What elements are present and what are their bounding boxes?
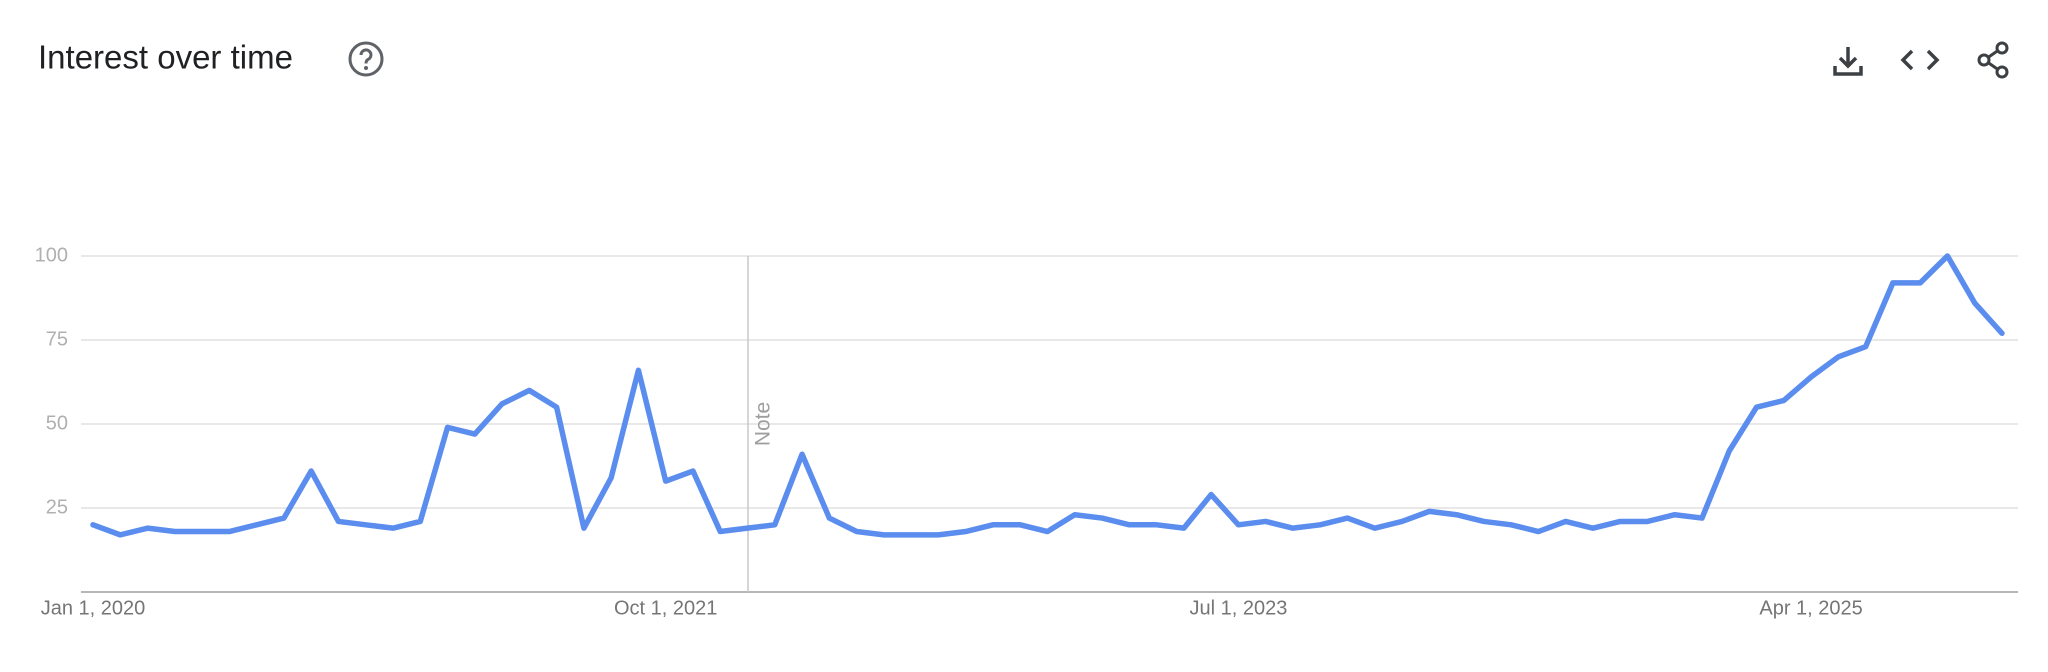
embed-button[interactable] bbox=[1900, 49, 1940, 71]
note-label[interactable]: Note bbox=[752, 402, 775, 446]
share-button[interactable] bbox=[1977, 41, 2009, 79]
download-button[interactable] bbox=[1833, 47, 1863, 76]
y-tick-label: 50 bbox=[46, 412, 68, 434]
chart-title: Interest over time bbox=[38, 39, 293, 76]
y-tick-label: 25 bbox=[46, 496, 68, 518]
x-tick-label: Apr 1, 2025 bbox=[1759, 597, 1862, 619]
x-tick-label: Jul 1, 2023 bbox=[1189, 597, 1287, 619]
y-tick-label: 75 bbox=[46, 328, 68, 350]
trend-line bbox=[90, 253, 2005, 538]
y-tick-label: 100 bbox=[35, 244, 68, 266]
help-icon[interactable] bbox=[348, 41, 384, 77]
x-tick-label: Oct 1, 2021 bbox=[614, 597, 717, 619]
x-tick-label: Jan 1, 2020 bbox=[41, 597, 146, 619]
